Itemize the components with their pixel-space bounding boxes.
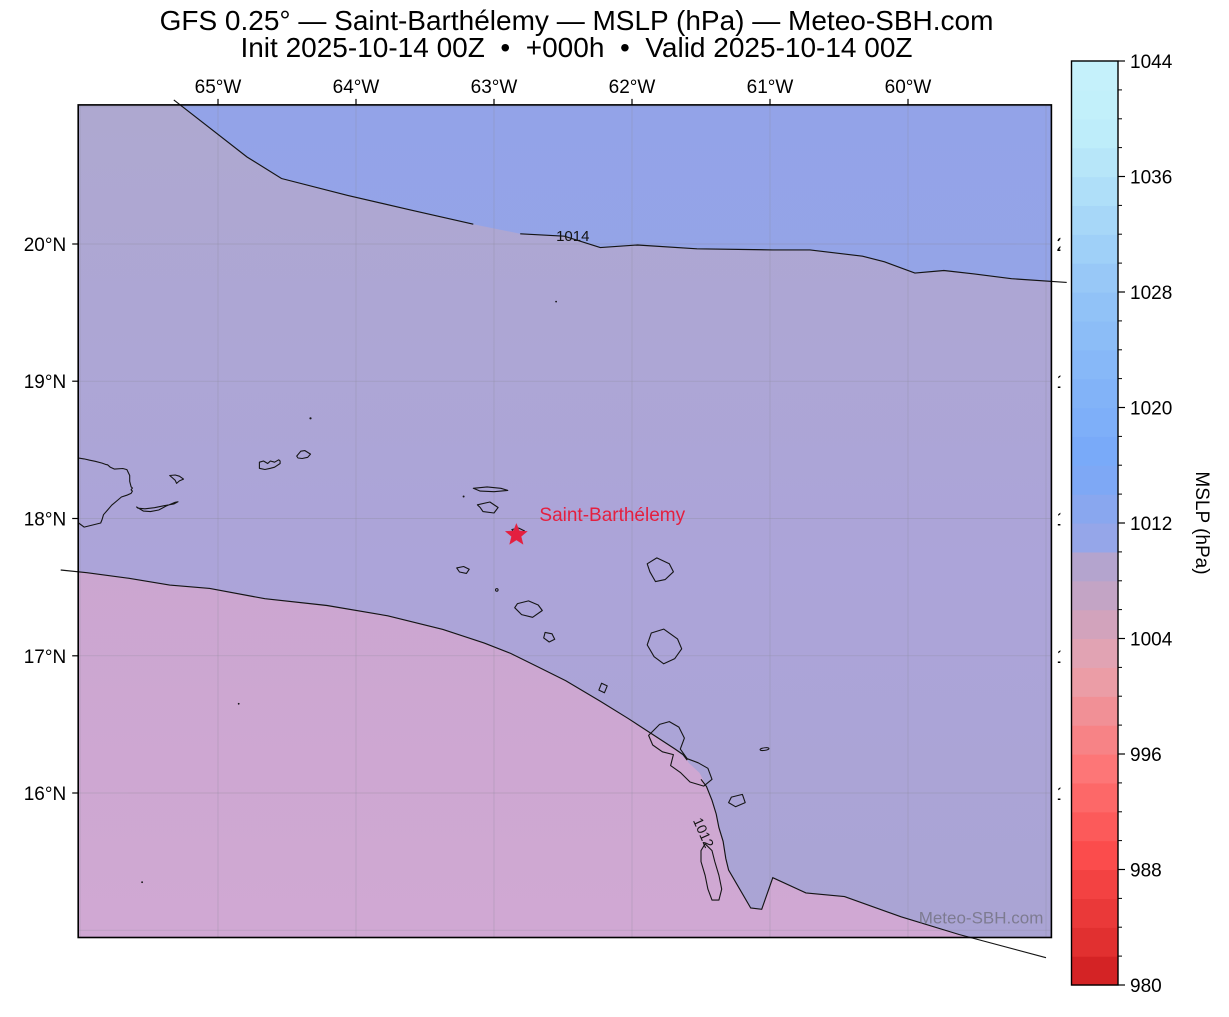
svg-text:61°W: 61°W — [747, 77, 794, 98]
svg-text:Init 2025-10-14 00Z • +000h: Init 2025-10-14 00Z • +000h • Valid 2025… — [240, 32, 912, 63]
svg-text:16°N: 16°N — [24, 784, 66, 805]
svg-text:988: 988 — [1130, 861, 1162, 882]
svg-text:62°W: 62°W — [609, 77, 656, 98]
svg-text:1012: 1012 — [1130, 514, 1172, 535]
svg-text:1004: 1004 — [1130, 630, 1173, 651]
svg-text:1044: 1044 — [1130, 52, 1173, 73]
svg-text:1028: 1028 — [1130, 283, 1172, 304]
svg-text:63°W: 63°W — [471, 77, 518, 98]
svg-text:1036: 1036 — [1130, 168, 1172, 189]
svg-text:1014: 1014 — [556, 228, 589, 245]
svg-text:996: 996 — [1130, 745, 1162, 766]
svg-text:Saint-Barthélemy: Saint-Barthélemy — [539, 505, 685, 526]
svg-text:17°N: 17°N — [24, 647, 66, 668]
svg-text:980: 980 — [1130, 976, 1162, 997]
svg-text:18°N: 18°N — [24, 510, 66, 531]
svg-text:60°W: 60°W — [885, 77, 932, 98]
svg-text:64°W: 64°W — [333, 77, 380, 98]
svg-text:20°N: 20°N — [24, 235, 66, 256]
svg-text:MSLP (hPa): MSLP (hPa) — [1191, 471, 1212, 574]
svg-text:19°N: 19°N — [24, 372, 66, 393]
svg-text:65°W: 65°W — [195, 77, 242, 98]
svg-text:1020: 1020 — [1130, 399, 1172, 420]
svg-text:Meteo-SBH.com: Meteo-SBH.com — [919, 909, 1044, 928]
